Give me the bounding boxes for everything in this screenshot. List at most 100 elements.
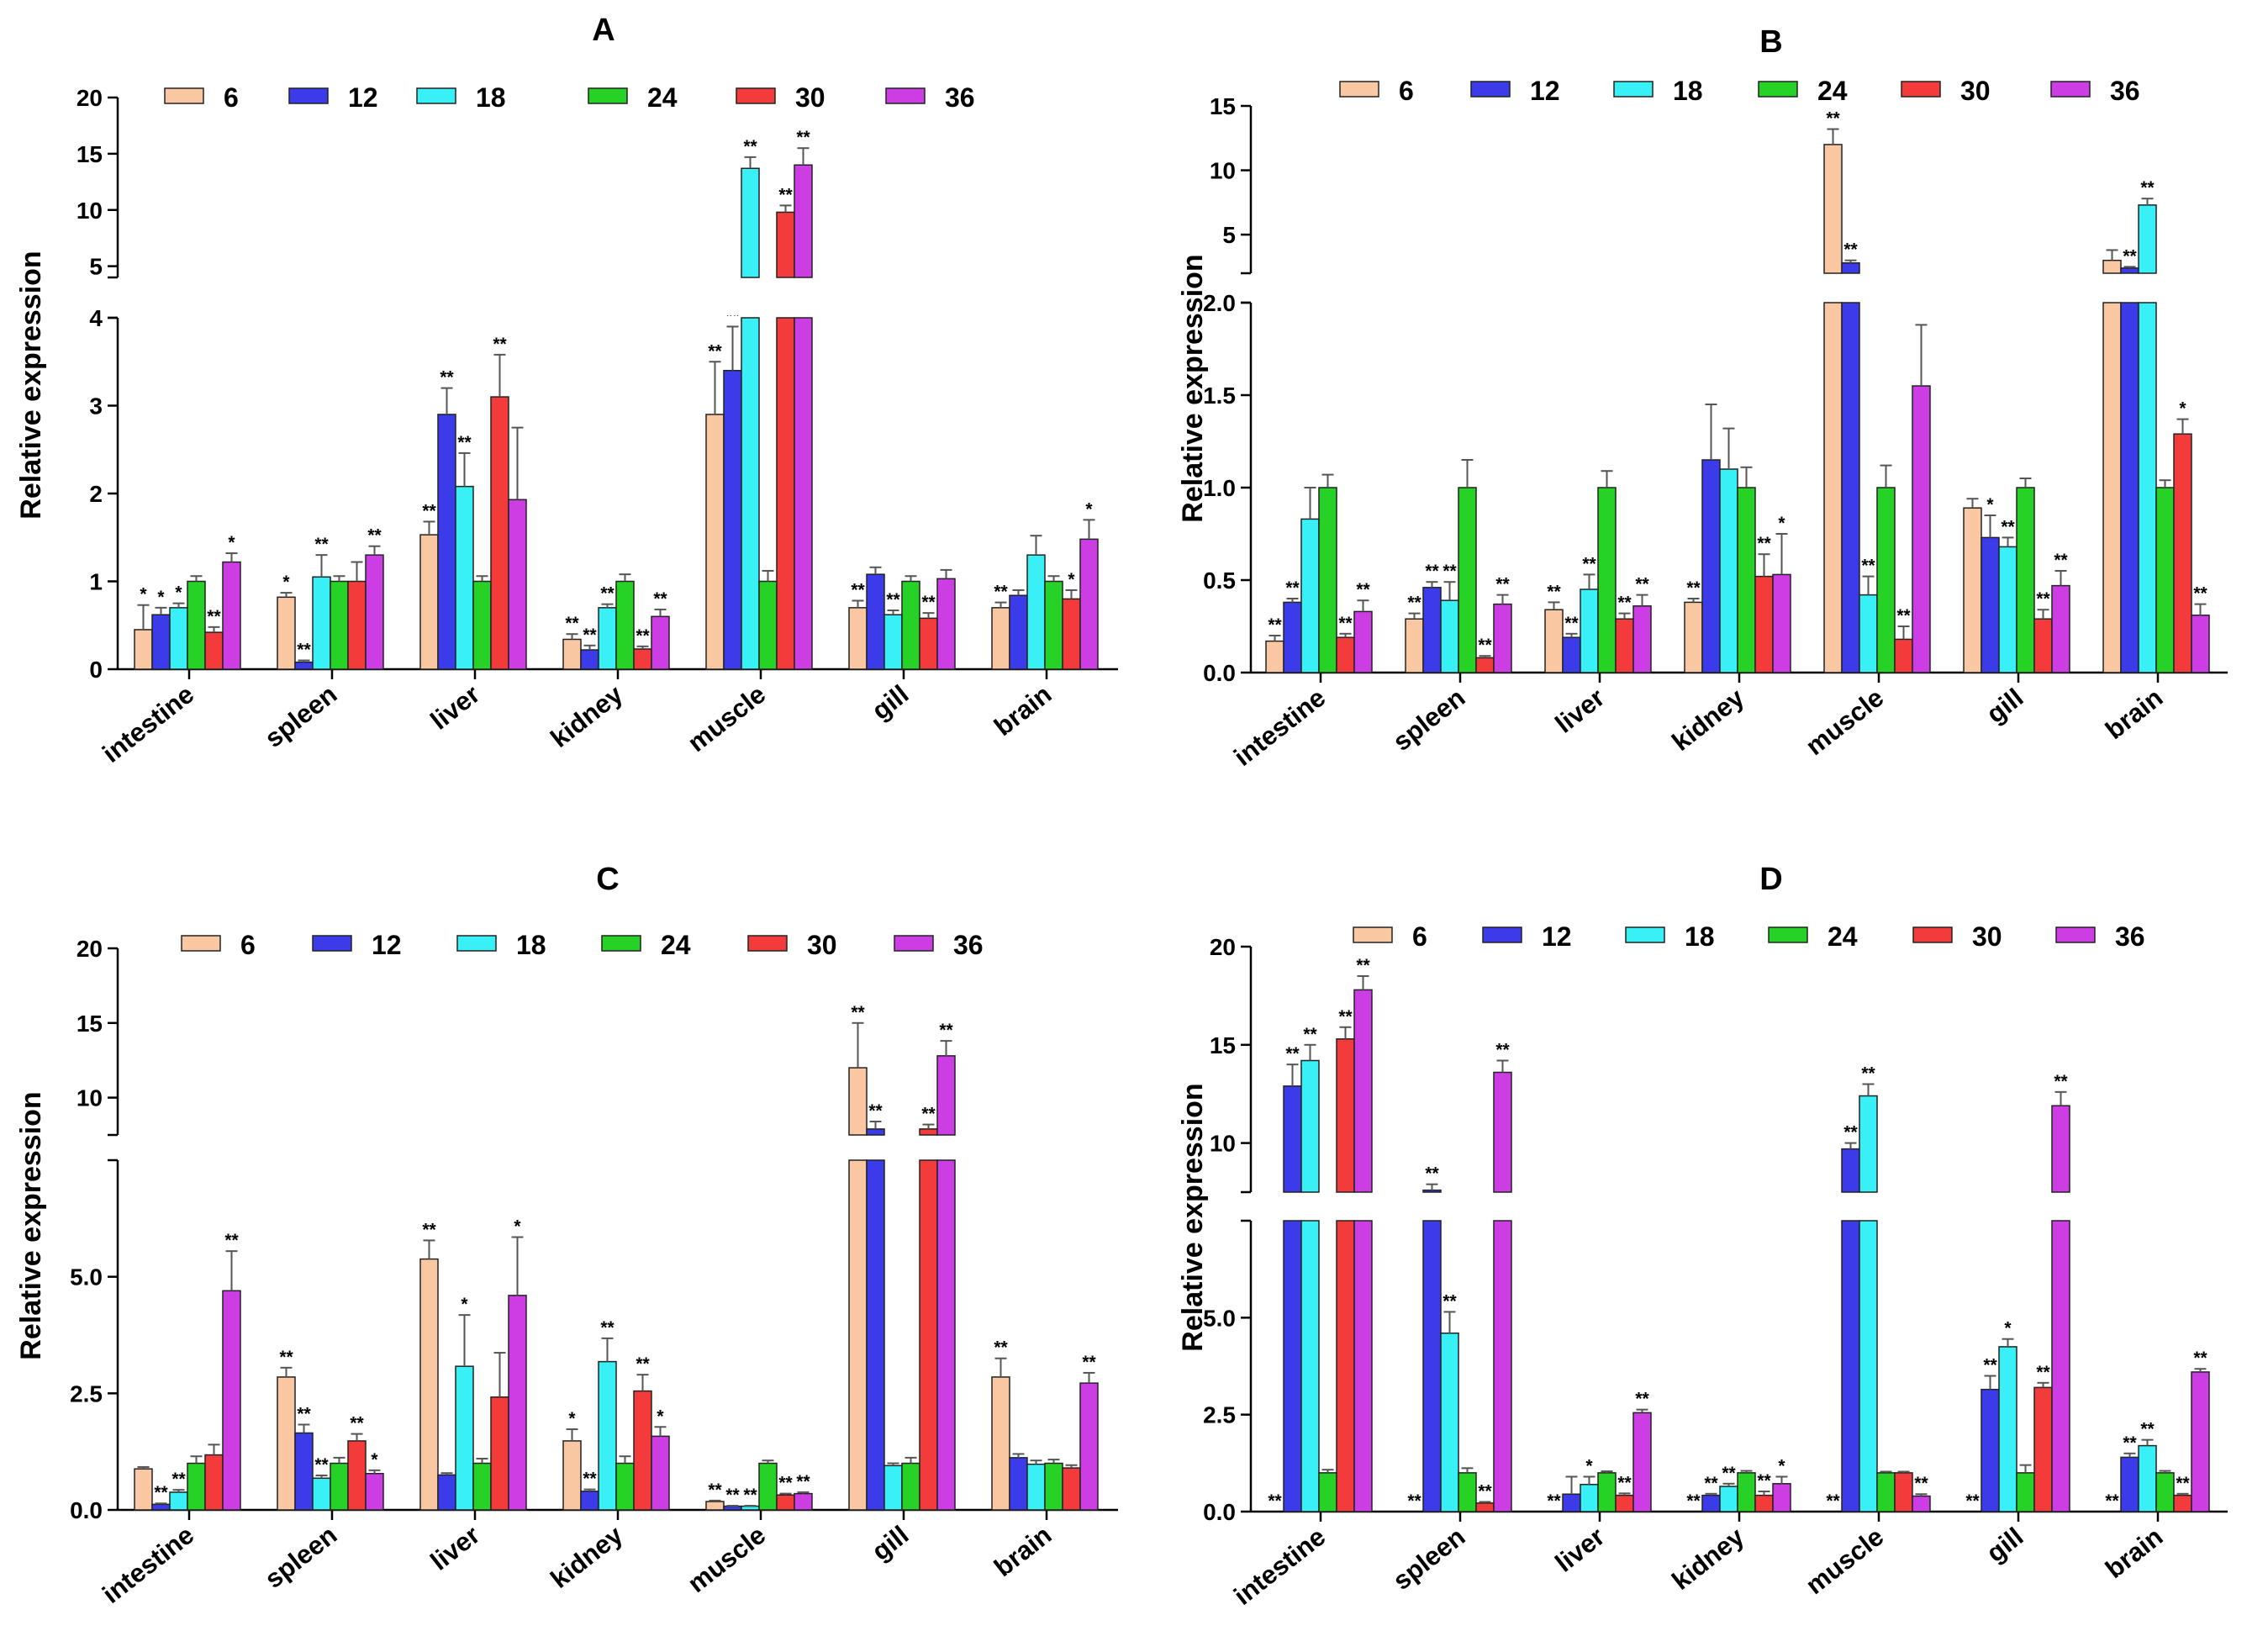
significance-label: ** [350, 1414, 364, 1433]
y-axis-label: Relative expression [1177, 1083, 1209, 1351]
bar [1422, 1189, 1442, 1193]
significance-label: * [2004, 1319, 2012, 1338]
bar [651, 1435, 670, 1511]
bar [866, 1159, 885, 1511]
y-tick-label: 5.0 [70, 1264, 103, 1290]
bar [794, 1492, 813, 1511]
bar [2138, 1444, 2157, 1512]
bar [437, 414, 456, 670]
x-tick-label: muscle [1801, 683, 1890, 761]
bar [204, 631, 224, 670]
y-tick-label: 0.0 [1203, 1499, 1236, 1525]
x-tick-label: kidney [545, 678, 629, 753]
bar [1876, 1472, 1896, 1512]
legend-label: 6 [224, 82, 239, 113]
panel-c: C Relative expression 0.0 2.5 5.0 10 15 20 6 12 18… [15, 862, 1120, 1609]
y-tick-label: 20 [1210, 934, 1236, 960]
bar [901, 1462, 920, 1511]
bar [883, 614, 903, 670]
legend-swatch [456, 935, 497, 952]
significance-label: ** [1983, 1356, 1997, 1375]
significance-label: ** [1617, 594, 1632, 613]
x-tick-label: liver [1550, 1522, 1611, 1578]
bar [776, 211, 795, 278]
legend-swatch [181, 935, 221, 952]
significance-label: ** [1303, 1025, 1317, 1044]
significance-label: ** [743, 1486, 757, 1505]
x-tick-label: kidney [1666, 682, 1750, 757]
bar [2120, 1456, 2139, 1512]
bar [1823, 144, 1843, 274]
legend-label: 36 [2115, 921, 2145, 952]
bar [598, 607, 617, 670]
x-tick-label: muscle [683, 679, 772, 757]
y-tick-label: 0.5 [1203, 567, 1236, 594]
bar [2102, 259, 2122, 274]
x-tick-label: spleen [1387, 1522, 1470, 1596]
significance-label: ** [600, 1318, 614, 1338]
bar [455, 485, 474, 670]
bar [472, 580, 492, 670]
bar [508, 499, 527, 670]
significance-label: ** [1268, 615, 1282, 635]
significance-label: ** [1407, 594, 1421, 613]
bar [741, 1505, 760, 1511]
x-tick-label: spleen [259, 679, 342, 753]
bar [562, 638, 582, 670]
bar [1894, 638, 1913, 673]
bar [1265, 640, 1284, 673]
significance-label: ** [1722, 1464, 1736, 1483]
bar [2138, 204, 2157, 274]
legend-swatch [1768, 926, 1808, 943]
y-tick-label: 10 [76, 1085, 103, 1111]
x-tick-label: kidney [545, 1519, 629, 1594]
significance-label: * [228, 533, 235, 552]
significance-label: ** [565, 614, 579, 633]
bar [1493, 1220, 1512, 1512]
bar [1597, 487, 1617, 673]
legend-label: 36 [2110, 76, 2140, 106]
x-tick-label: spleen [259, 1520, 342, 1594]
legend-swatch [1339, 81, 1379, 98]
legend-swatch [1625, 926, 1665, 943]
bar [1841, 302, 1860, 673]
significance-label: ** [708, 341, 722, 361]
legend-swatch [747, 935, 788, 952]
significance-label: ** [921, 593, 936, 612]
bar [633, 1390, 652, 1511]
significance-label: ** [1861, 1064, 1875, 1084]
panel-title: D [1759, 862, 1782, 897]
significance-label: * [657, 1407, 664, 1426]
significance-label: ** [851, 580, 865, 599]
bar [1615, 618, 1634, 673]
bar [1300, 518, 1320, 673]
significance-label: ** [2105, 1491, 2119, 1511]
significance-label: ** [1338, 1007, 1353, 1027]
significance-label: ** [154, 1483, 168, 1502]
significance-label: ** [1285, 1044, 1300, 1064]
y-axis-label: Relative expression [15, 251, 47, 519]
bar [1493, 1071, 1512, 1193]
significance-label: ** [1425, 1164, 1439, 1184]
bar [1283, 601, 1302, 673]
bar [419, 1258, 439, 1511]
bar [1876, 487, 1896, 673]
significance-label: ** [314, 535, 329, 554]
bar [187, 1462, 206, 1511]
bar [294, 661, 314, 670]
bar [1562, 636, 1581, 673]
legend-swatch [588, 87, 628, 104]
bar [1737, 487, 1756, 673]
x-tick-label: liver [1550, 683, 1611, 739]
legend-label: 24 [661, 930, 691, 960]
bar [2102, 302, 2122, 673]
bar [1475, 1502, 1495, 1512]
bar [437, 1474, 456, 1511]
bar [936, 1055, 956, 1136]
significance-label: ** [1564, 614, 1579, 633]
legend-swatch [1353, 926, 1393, 943]
significance-label: ** [367, 526, 382, 546]
y-tick-label: 15 [76, 1011, 103, 1037]
significance-label: ** [440, 368, 454, 388]
significance-label: ** [778, 185, 793, 204]
